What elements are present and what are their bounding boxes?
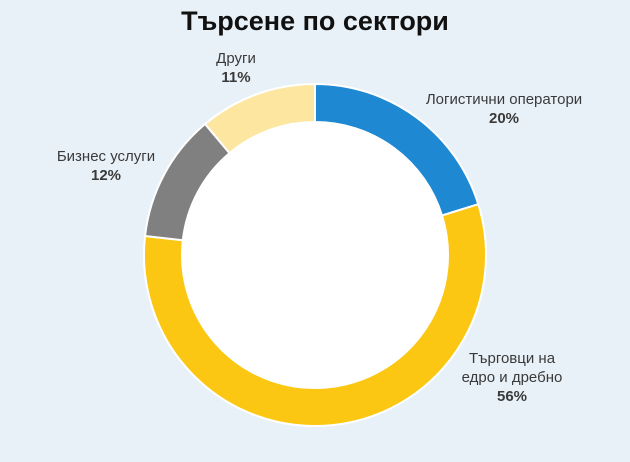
slice-percent: 11% — [221, 69, 251, 86]
slice-percent: 20% — [488, 110, 520, 127]
slice-label-trade: Търговци на едро и дребно 56% — [452, 349, 572, 406]
slice-other — [203, 82, 316, 155]
slice-label-logistics: Логистични оператори 20% — [402, 90, 606, 128]
slice-trade — [143, 202, 487, 427]
slice-label-other: Други 11% — [196, 49, 276, 87]
donut-hole — [183, 123, 447, 387]
slice-name: Други — [216, 50, 256, 67]
slice-name: Логистични оператори — [425, 91, 583, 108]
slice-name: Търговци на едро и дребно — [461, 350, 563, 386]
slice-name: Бизнес услуги — [56, 148, 156, 165]
slice-percent: 12% — [90, 167, 122, 184]
slice-label-business-services: Бизнес услуги 12% — [36, 147, 176, 185]
chart-title: Търсене по сектори — [181, 6, 449, 36]
slice-percent: 56% — [496, 388, 528, 405]
